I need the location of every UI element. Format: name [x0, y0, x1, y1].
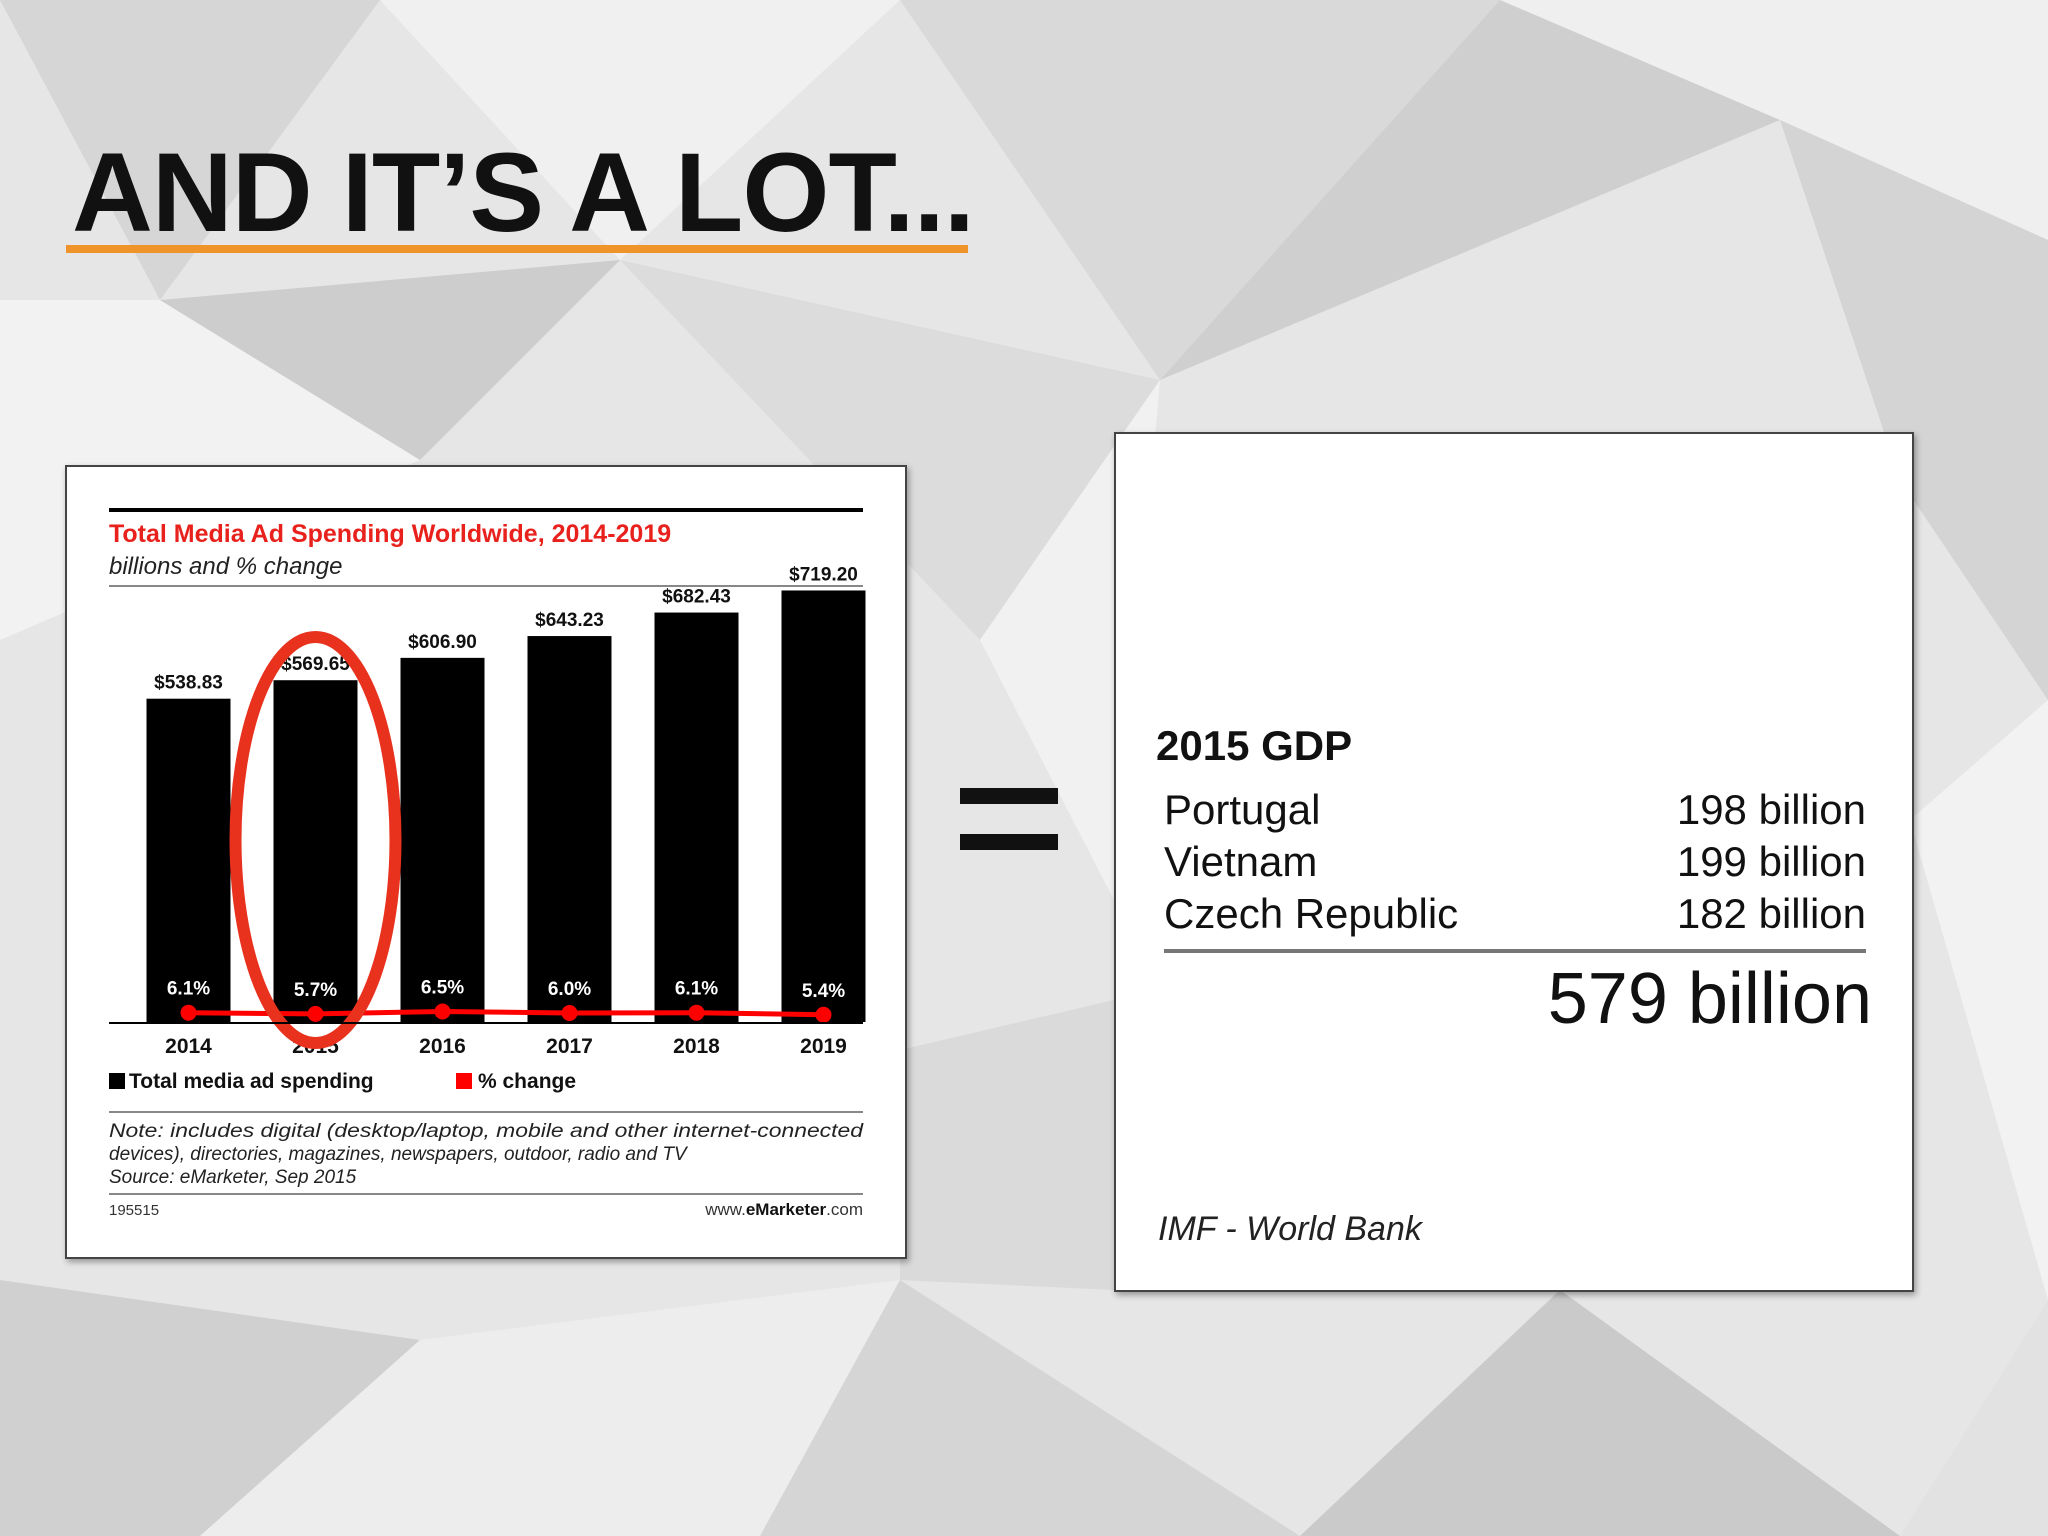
branding-suffix: .com [826, 1200, 863, 1219]
gdp-row: Portugal 198 billion [1164, 786, 1866, 838]
chart-legend: Total media ad spending % change [109, 1070, 576, 1093]
percent-change-point [688, 1004, 705, 1021]
percent-change-point [561, 1005, 578, 1021]
x-tick-label: 2014 [165, 1035, 212, 1058]
percent-change-label: 5.4% [802, 981, 845, 1002]
gdp-value: 198 billion [1676, 786, 1866, 833]
gdp-row: Czech Republic 182 billion [1164, 890, 1866, 942]
chart-top-rule [109, 508, 863, 512]
gdp-title: 2015 GDP [1156, 722, 1353, 769]
percent-change-label: 6.5% [421, 978, 464, 999]
percent-change-label: 5.7% [294, 980, 337, 1001]
gdp-total: 579 billion [1547, 959, 1872, 1039]
x-tick-label: 2019 [800, 1035, 847, 1058]
percent-change-line [188, 1008, 824, 1018]
ad-spending-chart: Total Media Ad Spending Worldwide, 2014-… [109, 508, 866, 1219]
gdp-sum-rule [1164, 949, 1866, 953]
percent-change-point [307, 1005, 324, 1022]
percent-change-label: 6.1% [675, 979, 718, 1000]
chart-axis-line [109, 1022, 863, 1024]
gdp-country: Vietnam [1164, 838, 1318, 885]
legend-swatch-spending [109, 1073, 125, 1089]
chart-note-line-2: devices), directories, magazines, newspa… [109, 1144, 689, 1165]
gdp-value: 182 billion [1676, 890, 1866, 937]
title-underline [66, 245, 968, 253]
gdp-source: IMF - World Bank [1158, 1210, 1422, 1248]
gdp-row: Vietnam 199 billion [1164, 838, 1866, 890]
branding-brand: eMarketer [746, 1200, 827, 1219]
x-tick-label: 2017 [546, 1035, 593, 1058]
chart-card: Total Media Ad Spending Worldwide, 2014-… [65, 465, 907, 1259]
percent-change-point [815, 1006, 832, 1023]
percent-change-label: 6.0% [548, 979, 591, 1000]
chart-branding: www.eMarketer.com [704, 1200, 863, 1219]
equals-bar-top [960, 788, 1058, 804]
bar [527, 636, 612, 1022]
bar-value-label: $643.23 [535, 610, 604, 631]
percent-change-point [434, 1003, 451, 1020]
gdp-country: Czech Republic [1164, 890, 1459, 937]
equals-bar-bottom [960, 834, 1058, 850]
legend-label-spending: Total media ad spending [129, 1070, 374, 1093]
bar-value-label: $606.90 [408, 632, 477, 653]
footer-rule [109, 1193, 863, 1195]
chart-header-rule [109, 585, 863, 587]
bar-value-label: $682.43 [662, 587, 731, 608]
bar-value-label: $569.65 [281, 654, 350, 675]
gdp-value: 199 billion [1676, 838, 1866, 885]
bar [781, 590, 866, 1022]
percent-change-label: 6.1% [167, 979, 210, 1000]
branding-prefix: www. [704, 1200, 746, 1219]
bar [400, 657, 485, 1022]
chart-id: 195515 [109, 1202, 159, 1219]
legend-swatch-change [456, 1073, 472, 1089]
chart-note-line-1: Note: includes digital (desktop/laptop, … [109, 1121, 865, 1142]
highlight-ellipse [229, 631, 402, 1049]
note-rule [109, 1111, 863, 1113]
bar [273, 680, 358, 1022]
percent-change-point [180, 1004, 197, 1021]
bar [654, 612, 739, 1022]
x-tick-label: 2018 [673, 1035, 720, 1058]
bar [146, 698, 231, 1022]
plot-area: $538.832014$569.652015$606.902016$643.23… [146, 564, 866, 1058]
gdp-country: Portugal [1164, 786, 1321, 833]
chart-subtitle: billions and % change [109, 553, 343, 580]
legend-label-change: % change [478, 1070, 576, 1093]
x-tick-label: 2016 [419, 1035, 466, 1058]
bar-value-label: $538.83 [154, 673, 223, 694]
slide-title: AND IT’S A LOT... [72, 130, 975, 255]
chart-source: Source: eMarketer, Sep 2015 [109, 1167, 357, 1188]
gdp-card: 2015 GDP Portugal 198 billion Vietnam 19… [1114, 432, 1914, 1292]
bar-value-label: $719.20 [789, 564, 858, 585]
chart-title: Total Media Ad Spending Worldwide, 2014-… [109, 520, 671, 548]
